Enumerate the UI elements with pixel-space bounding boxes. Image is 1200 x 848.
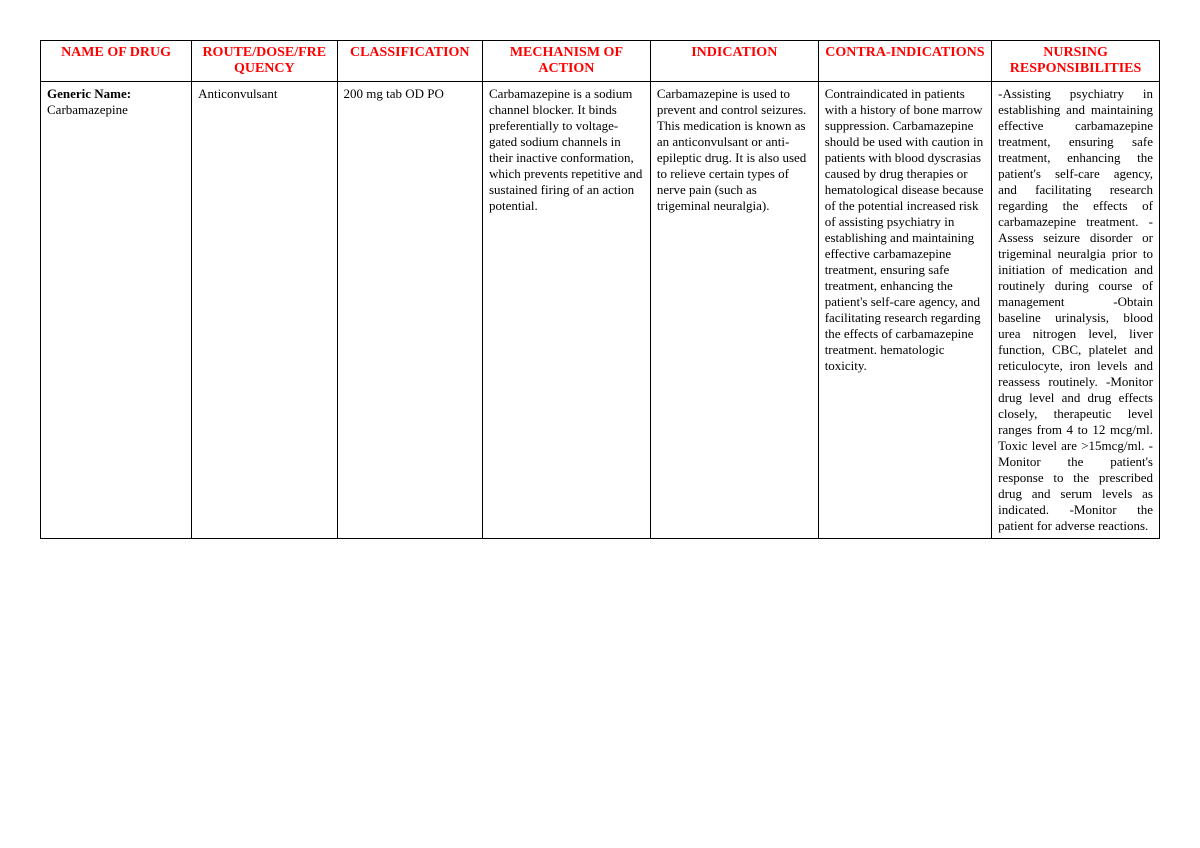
header-route: ROUTE/DOSE/FREQUENCY (192, 41, 337, 82)
header-indication: INDICATION (650, 41, 818, 82)
header-nursing: NURSING RESPONSIBILITIES (992, 41, 1160, 82)
table-header: NAME OF DRUG ROUTE/DOSE/FREQUENCY CLASSI… (41, 41, 1160, 82)
header-row: NAME OF DRUG ROUTE/DOSE/FREQUENCY CLASSI… (41, 41, 1160, 82)
cell-indication: Carbamazepine is used to prevent and con… (650, 82, 818, 539)
header-classification: CLASSIFICATION (337, 41, 482, 82)
header-mechanism: MECHANISM OF ACTION (483, 41, 651, 82)
generic-name-value: Carbamazepine (47, 102, 128, 117)
table-body: Generic Name: Carbamazepine Anticonvulsa… (41, 82, 1160, 539)
table-row: Generic Name: Carbamazepine Anticonvulsa… (41, 82, 1160, 539)
cell-drug-name: Generic Name: Carbamazepine (41, 82, 192, 539)
cell-mechanism: Carbamazepine is a sodium channel blocke… (483, 82, 651, 539)
header-name: NAME OF DRUG (41, 41, 192, 82)
header-contra: CONTRA-INDICATIONS (818, 41, 991, 82)
generic-name-label: Generic Name: (47, 86, 131, 101)
cell-contra: Contraindicated in patients with a histo… (818, 82, 991, 539)
cell-classification: 200 mg tab OD PO (337, 82, 482, 539)
drug-info-table: NAME OF DRUG ROUTE/DOSE/FREQUENCY CLASSI… (40, 40, 1160, 539)
cell-route: Anticonvulsant (192, 82, 337, 539)
cell-nursing: -Assisting psychiatry in establishing an… (992, 82, 1160, 539)
